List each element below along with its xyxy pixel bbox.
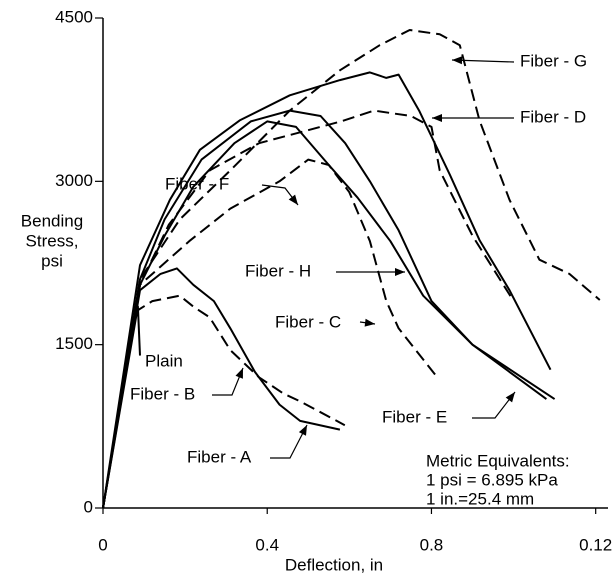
- x-tick-label: 0.4: [255, 535, 279, 554]
- x-tick-label: 0.12: [579, 535, 612, 554]
- annotation: 1 psi = 6.895 kPa: [426, 470, 558, 489]
- series-line: [102, 294, 346, 509]
- series-label: Fiber - E: [382, 407, 447, 426]
- arrow-head: [298, 425, 307, 436]
- series-label: Plain: [145, 351, 183, 370]
- y-tick-label: 4500: [55, 7, 93, 26]
- y-tick-label: 1500: [55, 334, 93, 353]
- series-label: Fiber - H: [245, 261, 311, 280]
- series-line: [102, 109, 515, 509]
- y-axis-label: psi: [41, 251, 63, 270]
- series-line: [102, 71, 552, 509]
- arrow-head: [505, 392, 515, 403]
- label-arrow: [451, 59, 515, 63]
- x-tick-label: 0: [98, 535, 107, 554]
- arrow-head: [364, 318, 375, 327]
- arrow-head: [395, 268, 405, 276]
- series-line: [102, 29, 601, 509]
- series-line: [102, 158, 437, 509]
- label-arrow: [472, 391, 516, 419]
- series-label: Fiber - C: [275, 312, 341, 331]
- label-arrow: [270, 424, 308, 459]
- x-tick-label: 0.8: [420, 535, 444, 554]
- series-label: Fiber - G: [520, 51, 587, 70]
- y-tick-label: 0: [84, 497, 93, 516]
- series-line: [102, 267, 341, 509]
- annotation: Metric Equivalents:: [426, 451, 570, 470]
- x-axis-label: Deflection, in: [285, 555, 383, 574]
- arrow-head: [288, 194, 298, 205]
- series-line: [102, 109, 547, 509]
- label-arrow: [212, 367, 244, 396]
- series-label: Fiber - A: [187, 447, 252, 466]
- arrow-head: [452, 56, 463, 65]
- y-axis-label: Stress,: [26, 231, 79, 250]
- annotation: 1 in.=25.4 mm: [426, 489, 534, 508]
- series-label: Fiber - D: [520, 107, 586, 126]
- y-axis-label: Bending: [21, 211, 83, 230]
- series-label: Fiber - B: [130, 384, 195, 403]
- arrow-head: [235, 368, 243, 379]
- arrow-head: [432, 114, 442, 122]
- y-tick-label: 3000: [55, 171, 93, 190]
- series-line: [102, 120, 556, 509]
